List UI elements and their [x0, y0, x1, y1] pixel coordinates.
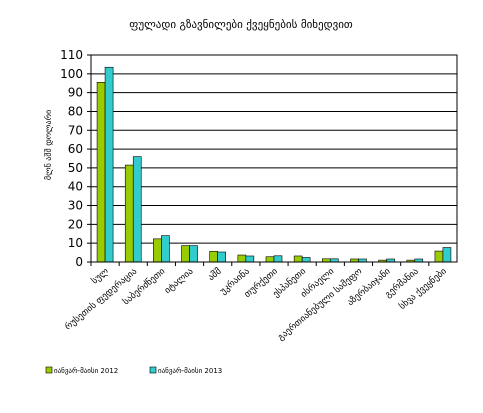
bar — [104, 66, 114, 263]
y-tick-label: 0 — [75, 255, 83, 269]
bar — [217, 251, 226, 263]
bar — [265, 256, 275, 263]
bar — [132, 156, 142, 263]
legend-label: იანვარ-მაისი 2012 — [54, 366, 118, 375]
gridlines — [91, 73, 457, 244]
bars — [96, 66, 452, 263]
y-tick-label: 10 — [68, 236, 83, 250]
category-label: სულ — [89, 266, 111, 287]
bar — [209, 250, 218, 263]
legend-swatch — [149, 366, 157, 374]
bar — [161, 235, 170, 263]
y-axis-label: მლნ აშშ დოლარი — [43, 110, 53, 180]
chart-title: ფულადი გზავნილები ქვეყნების მიხედვით — [129, 18, 353, 31]
y-tick-label: 80 — [68, 104, 83, 118]
bar — [245, 255, 255, 263]
y-tick-label: 30 — [68, 199, 83, 213]
y-tick-label: 60 — [68, 142, 83, 156]
y-tick-label: 70 — [68, 123, 83, 137]
bar — [442, 247, 452, 263]
y-tick-label: 20 — [68, 217, 83, 231]
bar — [189, 245, 198, 263]
y-tick-label: 40 — [68, 180, 83, 194]
legend: იანვარ-მაისი 2012 იანვარ-მაისი 2013 — [45, 366, 222, 375]
y-tick-label: 50 — [68, 161, 83, 175]
bar — [153, 238, 162, 263]
legend-swatch — [45, 366, 53, 374]
legend-label: იანვარ-მაისი 2013 — [158, 366, 222, 375]
category-label: იტალია — [163, 266, 196, 296]
bar — [237, 254, 247, 263]
bar — [181, 245, 190, 263]
bar — [124, 164, 134, 263]
y-tick-label: 100 — [60, 67, 83, 81]
bar — [273, 255, 283, 263]
category-label: აშშ — [206, 266, 224, 284]
category-label: სხვა ქვეყნები — [397, 266, 449, 312]
bar — [301, 257, 311, 263]
axes — [87, 54, 458, 266]
y-tick-labels: 0 10 20 30 40 50 60 70 80 90 100 110 — [60, 48, 83, 269]
bar — [434, 250, 444, 263]
plot-frame — [90, 54, 458, 263]
bar — [96, 81, 106, 263]
bar — [293, 255, 303, 263]
y-tick-label: 90 — [68, 86, 83, 100]
y-tick-label: 110 — [60, 48, 83, 62]
